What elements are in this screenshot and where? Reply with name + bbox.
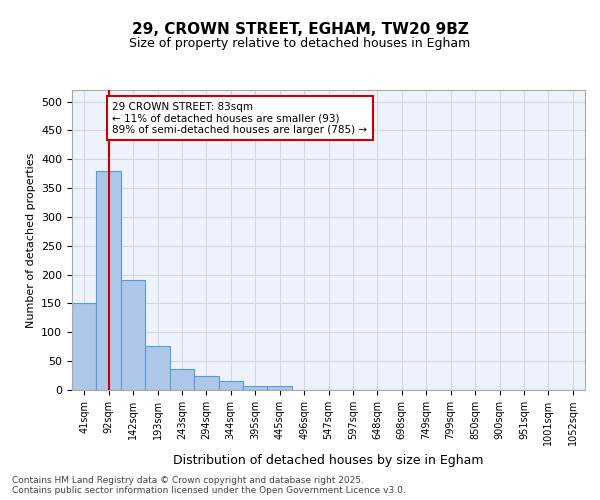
Bar (268, 386, 292, 390)
Bar (243, 386, 268, 390)
Bar (194, 376, 218, 390)
Bar (72, 304, 97, 390)
Bar (170, 368, 194, 390)
Bar (97, 171, 121, 390)
Text: Size of property relative to detached houses in Egham: Size of property relative to detached ho… (130, 38, 470, 51)
Text: Contains HM Land Registry data © Crown copyright and database right 2025.
Contai: Contains HM Land Registry data © Crown c… (12, 476, 406, 495)
Bar (121, 280, 145, 390)
Text: 29 CROWN STREET: 83sqm
← 11% of detached houses are smaller (93)
89% of semi-det: 29 CROWN STREET: 83sqm ← 11% of detached… (112, 102, 367, 134)
Bar (145, 346, 170, 390)
Y-axis label: Number of detached properties: Number of detached properties (26, 152, 35, 328)
X-axis label: Distribution of detached houses by size in Egham: Distribution of detached houses by size … (173, 454, 484, 466)
Bar (218, 382, 243, 390)
Text: 29, CROWN STREET, EGHAM, TW20 9BZ: 29, CROWN STREET, EGHAM, TW20 9BZ (131, 22, 469, 38)
